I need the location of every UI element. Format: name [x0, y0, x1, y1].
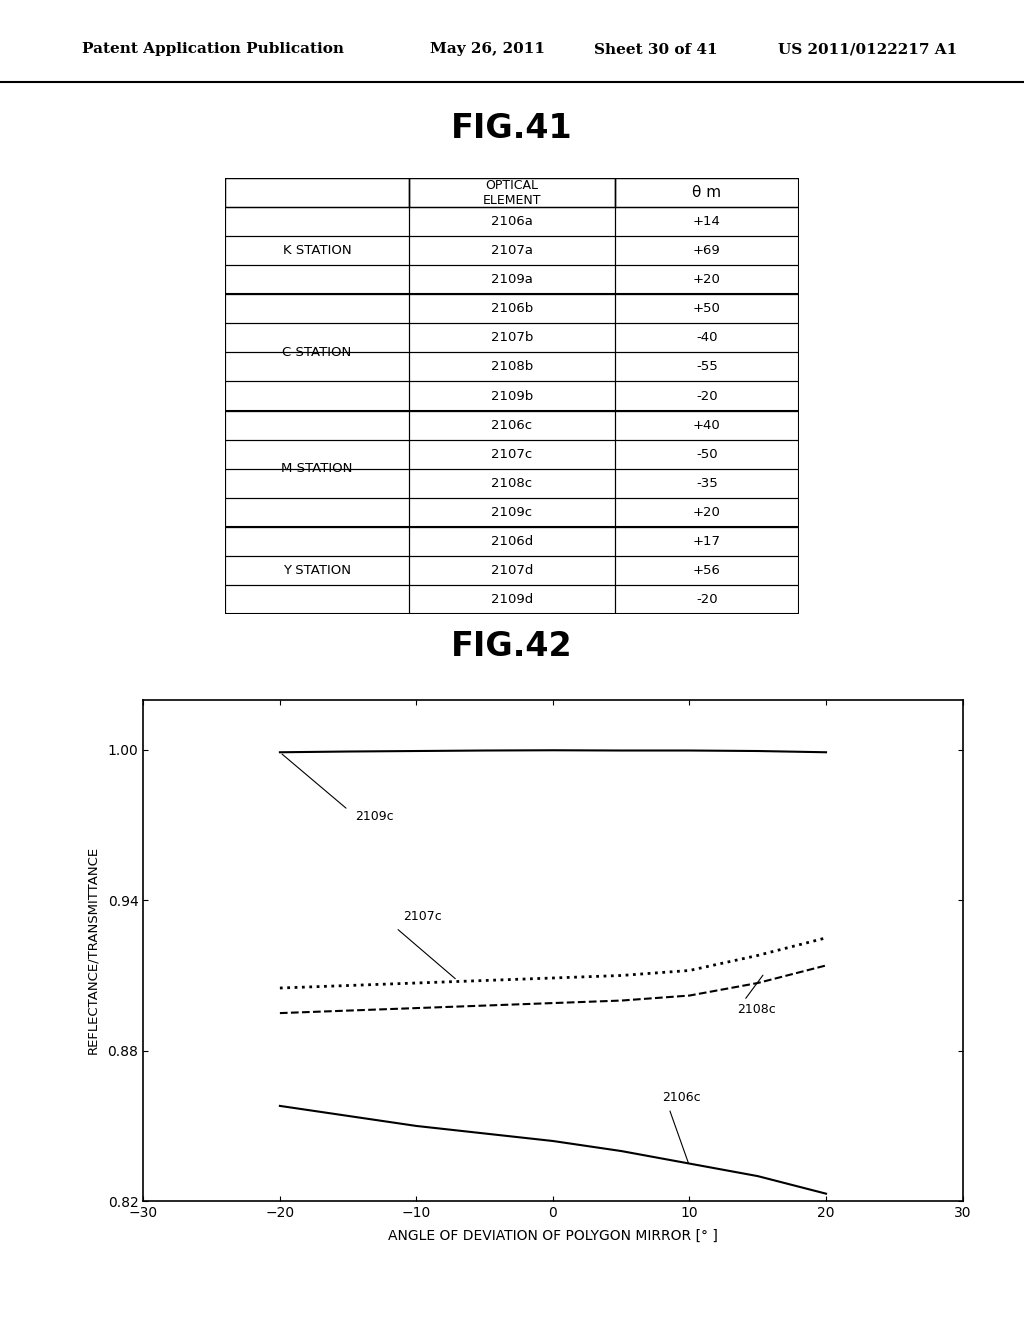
Bar — [409, 294, 615, 323]
Bar — [409, 207, 615, 236]
Text: +40: +40 — [693, 418, 721, 432]
Bar — [225, 440, 409, 469]
Bar — [225, 527, 409, 556]
Bar — [225, 381, 409, 411]
Text: Patent Application Publication: Patent Application Publication — [82, 42, 344, 57]
Text: -50: -50 — [696, 447, 718, 461]
Bar — [409, 469, 615, 498]
Bar — [409, 498, 615, 527]
Y-axis label: REFLECTANCE/TRANSMITTANCE: REFLECTANCE/TRANSMITTANCE — [86, 846, 99, 1055]
Text: 2107a: 2107a — [490, 244, 534, 257]
Text: 2106b: 2106b — [490, 302, 534, 315]
Text: θ m: θ m — [692, 185, 722, 201]
Text: Y STATION: Y STATION — [283, 564, 351, 577]
Bar — [615, 469, 799, 498]
Bar — [409, 556, 615, 585]
Bar — [225, 411, 409, 440]
Text: May 26, 2011: May 26, 2011 — [430, 42, 545, 57]
Bar — [615, 556, 799, 585]
Text: 2107c: 2107c — [402, 911, 441, 923]
Text: K STATION: K STATION — [283, 244, 351, 257]
Bar — [225, 556, 409, 585]
Text: +20: +20 — [693, 273, 721, 286]
Bar — [225, 265, 409, 294]
Bar — [409, 178, 615, 207]
Text: 2106c: 2106c — [663, 1090, 700, 1104]
Bar — [615, 294, 799, 323]
Text: US 2011/0122217 A1: US 2011/0122217 A1 — [778, 42, 957, 57]
Text: OPTICAL
ELEMENT: OPTICAL ELEMENT — [482, 178, 542, 207]
Text: C STATION: C STATION — [283, 346, 351, 359]
Bar — [409, 323, 615, 352]
Text: +56: +56 — [693, 564, 721, 577]
Text: 2107c: 2107c — [492, 447, 532, 461]
X-axis label: ANGLE OF DEVIATION OF POLYGON MIRROR [° ]: ANGLE OF DEVIATION OF POLYGON MIRROR [° … — [388, 1229, 718, 1242]
Bar — [615, 178, 799, 207]
Text: 2109c: 2109c — [492, 506, 532, 519]
Bar — [225, 323, 409, 352]
Text: -35: -35 — [696, 477, 718, 490]
Bar — [615, 381, 799, 411]
Text: 2109d: 2109d — [490, 593, 534, 606]
Bar — [225, 294, 409, 323]
Bar — [615, 411, 799, 440]
Text: +50: +50 — [693, 302, 721, 315]
Bar — [615, 323, 799, 352]
Text: -20: -20 — [696, 593, 718, 606]
Text: 2108c: 2108c — [737, 1003, 776, 1016]
Bar — [409, 352, 615, 381]
Bar — [409, 411, 615, 440]
Bar — [615, 498, 799, 527]
Bar — [225, 585, 409, 614]
Text: 2109b: 2109b — [490, 389, 534, 403]
Bar — [409, 381, 615, 411]
Text: -55: -55 — [696, 360, 718, 374]
Bar — [409, 585, 615, 614]
Bar — [615, 440, 799, 469]
Text: 2107d: 2107d — [490, 564, 534, 577]
Text: 2106c: 2106c — [492, 418, 532, 432]
Text: 2106a: 2106a — [492, 215, 532, 228]
Text: M STATION: M STATION — [282, 462, 352, 475]
Text: 2108c: 2108c — [492, 477, 532, 490]
Bar — [615, 585, 799, 614]
Bar — [615, 207, 799, 236]
Text: FIG.41: FIG.41 — [452, 112, 572, 145]
Bar — [225, 352, 409, 381]
Text: +14: +14 — [693, 215, 721, 228]
Text: 2109c: 2109c — [355, 810, 393, 822]
Text: FIG.42: FIG.42 — [452, 630, 572, 663]
Text: +69: +69 — [693, 244, 721, 257]
Bar — [409, 236, 615, 265]
Text: 2109a: 2109a — [492, 273, 532, 286]
Text: -40: -40 — [696, 331, 718, 345]
Text: Sheet 30 of 41: Sheet 30 of 41 — [594, 42, 718, 57]
Text: +20: +20 — [693, 506, 721, 519]
Bar — [409, 440, 615, 469]
Text: 2108b: 2108b — [490, 360, 534, 374]
Bar — [615, 265, 799, 294]
Text: +17: +17 — [693, 535, 721, 548]
Bar — [615, 236, 799, 265]
Text: 2107b: 2107b — [490, 331, 534, 345]
Bar — [225, 178, 409, 207]
Bar — [225, 469, 409, 498]
Bar — [409, 265, 615, 294]
Text: -20: -20 — [696, 389, 718, 403]
Bar — [615, 352, 799, 381]
Bar — [225, 498, 409, 527]
Bar — [225, 207, 409, 236]
Bar — [409, 527, 615, 556]
Bar — [225, 236, 409, 265]
Bar — [615, 527, 799, 556]
Text: 2106d: 2106d — [490, 535, 534, 548]
